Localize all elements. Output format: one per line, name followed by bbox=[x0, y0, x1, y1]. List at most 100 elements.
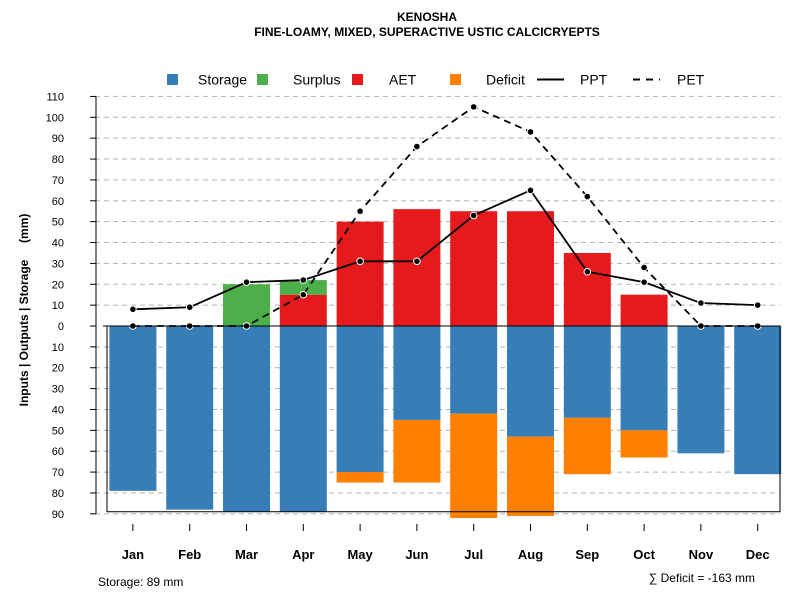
y-tick-label: 60 bbox=[52, 196, 64, 208]
pet-point bbox=[413, 142, 421, 151]
storage-bar bbox=[507, 326, 554, 437]
y-tick-label: 70 bbox=[52, 467, 64, 479]
x-tick-label: Dec bbox=[746, 547, 770, 562]
ppt-point bbox=[640, 278, 648, 286]
pet-point bbox=[583, 192, 592, 201]
aet-bar bbox=[620, 294, 668, 326]
y-tick-label: 60 bbox=[52, 446, 64, 458]
pet-line bbox=[132, 105, 758, 327]
x-tick-label: Jun bbox=[405, 547, 428, 562]
legend-item-surplus: Surplus bbox=[257, 72, 340, 88]
x-tick-label: May bbox=[347, 547, 373, 562]
y-tick-label: 40 bbox=[52, 238, 64, 250]
storage-bar bbox=[393, 326, 441, 420]
storage-bar bbox=[677, 326, 725, 454]
aet-bar bbox=[336, 221, 384, 326]
pet-point bbox=[356, 207, 364, 216]
deficit-bar bbox=[507, 436, 554, 516]
deficit-note: ∑ Deficit = -163 mm bbox=[649, 571, 755, 585]
ppt-point bbox=[356, 257, 364, 266]
x-tick-label: Sep bbox=[575, 547, 599, 562]
deficit-bar bbox=[620, 430, 668, 458]
y-tick-label: 10 bbox=[52, 342, 64, 354]
ppt-point bbox=[526, 186, 535, 195]
aet-bar bbox=[563, 252, 611, 326]
ppt-point bbox=[753, 301, 762, 309]
legend-item-ppt: PPT bbox=[537, 72, 608, 88]
surplus-bar bbox=[279, 280, 327, 295]
x-tick-label: Jan bbox=[122, 547, 144, 562]
x-tick-label: Nov bbox=[689, 547, 714, 562]
chart-subtitle: FINE-LOAMY, MIXED, SUPERACTIVE USTIC CAL… bbox=[254, 25, 600, 39]
y-tick-label: 90 bbox=[52, 509, 64, 521]
y-tick-label: 90 bbox=[52, 133, 64, 145]
series-lines bbox=[129, 103, 762, 330]
y-axis-label: Inputs | Outputs | Storage (mm) bbox=[17, 214, 31, 407]
y-tick-label: 70 bbox=[52, 175, 64, 187]
surplus-bar bbox=[223, 284, 270, 326]
y-tick-label: 30 bbox=[52, 258, 64, 270]
legend-label: PPT bbox=[580, 72, 608, 88]
storage-bar bbox=[223, 326, 270, 512]
legend-item-storage: Storage bbox=[167, 72, 247, 88]
storage-bar bbox=[620, 326, 668, 431]
legend-item-aet: AET bbox=[352, 72, 417, 88]
storage-bar bbox=[450, 326, 498, 414]
x-tick-label: Feb bbox=[178, 547, 201, 562]
ppt-point bbox=[469, 211, 478, 220]
y-tick-label: 30 bbox=[52, 384, 64, 396]
x-tick-label: Jul bbox=[464, 547, 483, 562]
x-tick-label: Mar bbox=[235, 547, 258, 562]
pet-point bbox=[526, 128, 535, 136]
storage-bar bbox=[166, 326, 214, 510]
storage-bar bbox=[279, 326, 327, 512]
y-tick-label: 50 bbox=[52, 425, 64, 437]
ppt-point bbox=[697, 299, 705, 307]
x-tick-label: Oct bbox=[633, 547, 655, 562]
legend-swatch bbox=[257, 74, 268, 85]
ppt-point bbox=[185, 303, 194, 312]
legend: Storage Surplus AET Deficit PPT PET bbox=[167, 72, 705, 88]
pet-point bbox=[640, 263, 648, 272]
y-tick-label: 20 bbox=[52, 279, 64, 291]
legend-label: AET bbox=[389, 72, 417, 88]
y-tick-label: 80 bbox=[52, 488, 64, 500]
deficit-bar bbox=[563, 417, 611, 475]
aet-bar bbox=[507, 211, 554, 326]
y-tick-label: 50 bbox=[52, 217, 64, 229]
legend-swatch bbox=[167, 74, 178, 85]
y-tick-label: 20 bbox=[52, 363, 64, 375]
storage-bar bbox=[734, 326, 782, 475]
storage-bar bbox=[109, 326, 157, 491]
legend-label: Surplus bbox=[293, 72, 340, 88]
ppt-point bbox=[299, 276, 308, 284]
legend-label: Deficit bbox=[486, 72, 525, 88]
y-tick-label: 80 bbox=[52, 154, 64, 166]
ppt-point bbox=[242, 278, 251, 286]
y-tick-label: 100 bbox=[46, 112, 64, 124]
storage-bar bbox=[563, 326, 611, 418]
pet-point bbox=[469, 103, 478, 111]
y-tick-label: 0 bbox=[58, 321, 64, 333]
bars bbox=[109, 209, 782, 519]
aet-bar bbox=[279, 294, 327, 326]
aet-bar bbox=[450, 211, 498, 326]
y-tick-label: 40 bbox=[52, 404, 64, 416]
y-tick-label: 110 bbox=[46, 91, 64, 103]
x-tick-label: Apr bbox=[292, 547, 314, 562]
aet-bar bbox=[393, 209, 441, 326]
chart-title: KENOSHA bbox=[397, 10, 457, 24]
ppt-point bbox=[129, 305, 137, 314]
deficit-bar bbox=[393, 419, 441, 483]
legend-swatch bbox=[352, 74, 363, 85]
storage-bar bbox=[336, 326, 384, 473]
x-tick-label: Aug bbox=[518, 547, 543, 562]
deficit-bar bbox=[336, 472, 384, 483]
storage-note: Storage: 89 mm bbox=[98, 575, 183, 589]
ppt-point bbox=[583, 267, 592, 276]
legend-item-deficit: Deficit bbox=[450, 72, 525, 88]
deficit-bar bbox=[450, 413, 498, 519]
ppt-line bbox=[132, 189, 758, 311]
axes: 1101009080706050403020100102030405060708… bbox=[46, 91, 781, 562]
